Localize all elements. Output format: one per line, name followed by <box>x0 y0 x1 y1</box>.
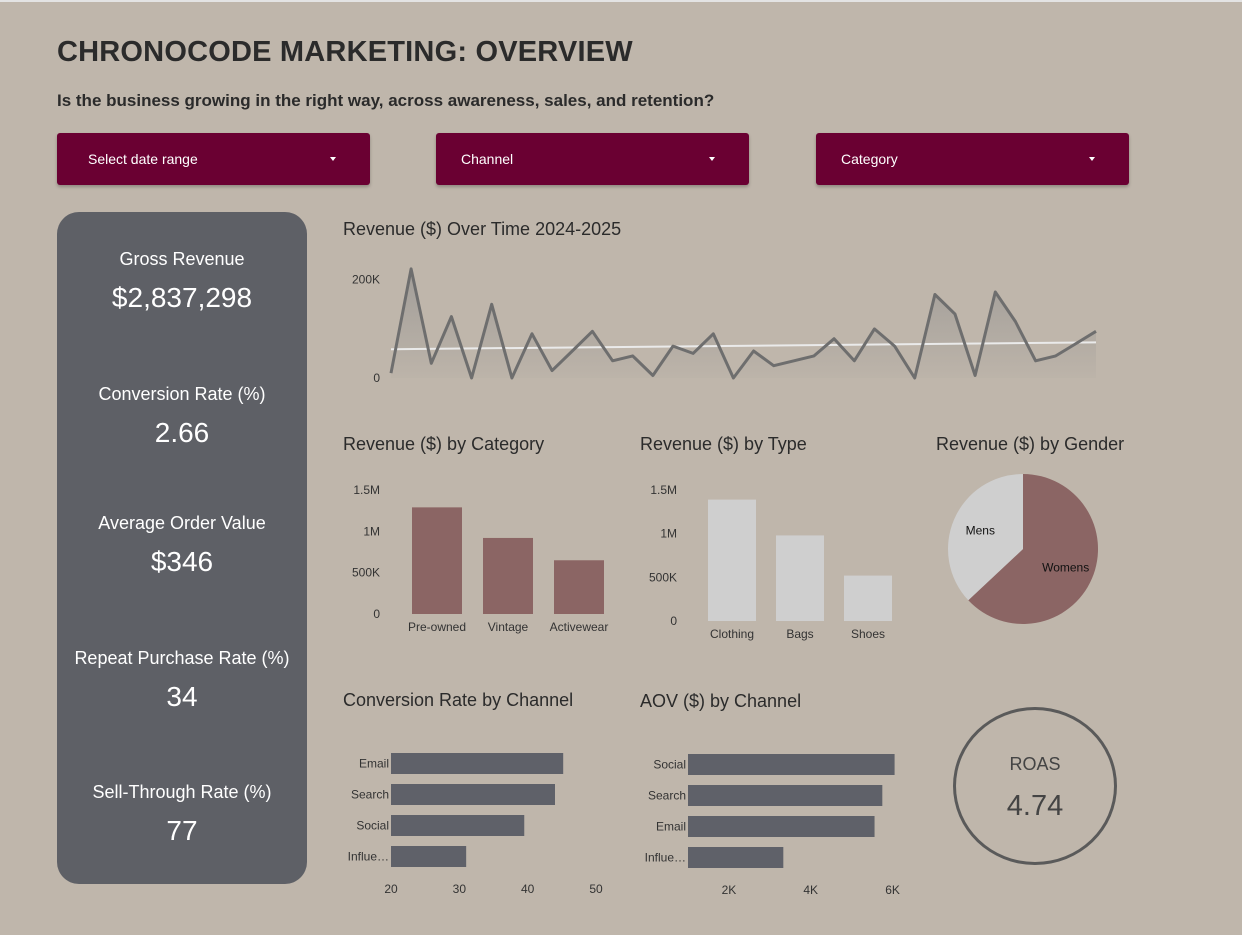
roas-scorecard: ROAS 4.74 <box>953 707 1117 865</box>
aov-x-tick-label: 2K <box>722 883 737 897</box>
conversion-category-label: Influe… <box>348 850 389 864</box>
revenue-trendline <box>390 341 1097 351</box>
page-subtitle: Is the business growing in the right way… <box>57 91 715 110</box>
conversion-bar <box>391 846 467 867</box>
aov-bar <box>688 816 875 837</box>
conversion-category-label: Search <box>351 788 389 802</box>
kpi-label: Sell-Through Rate (%) <box>92 782 272 802</box>
type-x-tick-label: Shoes <box>851 627 885 641</box>
type-y-tick-label: 500K <box>649 570 677 584</box>
category-bar <box>412 507 462 614</box>
chevron-down-icon <box>1089 157 1095 161</box>
type-x-tick-label: Bags <box>786 627 813 641</box>
pie-label: Womens <box>1042 560 1089 574</box>
kpi-sell-through-rate: Sell-Through Rate (%) 77 <box>57 782 307 847</box>
kpi-value: $2,837,298 <box>111 282 253 313</box>
conversion-bar <box>391 815 525 836</box>
category-y-tick-label: 1M <box>363 524 380 538</box>
category-x-tick-label: Vintage <box>488 620 529 634</box>
conversion-bar <box>391 753 564 774</box>
category-bar <box>483 537 533 614</box>
chart-title-revenue-over-time: Revenue ($) Over Time 2024-2025 <box>343 219 622 239</box>
category-label: Category <box>841 151 898 167</box>
conversion-category-label: Email <box>359 757 389 771</box>
type-y-tick-label: 1.5M <box>650 483 677 497</box>
category-x-tick-label: Activewear <box>550 620 609 634</box>
kpi-label: Gross Revenue <box>119 249 245 269</box>
date-range-dropdown[interactable]: Select date range <box>57 133 370 185</box>
type-bar <box>844 575 892 621</box>
category-y-tick-label: 0 <box>373 607 380 621</box>
kpi-conversion-rate: Conversion Rate (%) 2.66 <box>57 384 307 449</box>
category-dropdown[interactable]: Category <box>816 133 1129 185</box>
chevron-down-icon <box>709 157 715 161</box>
page-title: CHRONOCODE MARKETING: OVERVIEW <box>57 36 633 68</box>
line-y-tick-label: 0 <box>373 371 380 385</box>
line-area-fill <box>391 268 1096 378</box>
conversion-x-tick-label: 40 <box>521 882 535 896</box>
kpi-average-order-value: Average Order Value $346 <box>57 513 307 578</box>
roas-label: ROAS <box>1009 754 1061 774</box>
top-border <box>0 0 1242 2</box>
channel-label: Channel <box>461 151 514 167</box>
chart-title-revenue-by-category: Revenue ($) by Category <box>343 434 545 454</box>
conversion-x-tick-label: 50 <box>589 882 603 896</box>
chart-title-revenue-by-gender: Revenue ($) by Gender <box>936 434 1125 454</box>
conversion-x-tick-label: 20 <box>384 882 398 896</box>
chart-title-conversion-by-channel: Conversion Rate by Channel <box>343 690 574 710</box>
kpi-label: Conversion Rate (%) <box>98 384 266 404</box>
date-range-label: Select date range <box>88 151 198 167</box>
aov-bar <box>688 785 883 806</box>
kpi-value: 77 <box>166 815 198 846</box>
aov-category-label: Influe… <box>645 851 686 865</box>
category-y-tick-label: 1.5M <box>353 483 380 497</box>
pie-slice-womens <box>968 474 1099 624</box>
kpi-label: Repeat Purchase Rate (%) <box>74 648 290 668</box>
roas-value: 4.74 <box>1006 790 1064 822</box>
chart-title-revenue-by-type: Revenue ($) by Type <box>640 434 807 454</box>
aov-x-tick-label: 4K <box>803 883 818 897</box>
conversion-x-tick-label: 30 <box>453 882 467 896</box>
kpi-value: $346 <box>150 546 214 577</box>
pie-slice-mens <box>948 474 1023 601</box>
aov-category-label: Email <box>656 820 686 834</box>
channel-dropdown[interactable]: Channel <box>436 133 749 185</box>
conversion-bar <box>391 784 555 805</box>
kpi-value: 2.66 <box>154 417 210 448</box>
kpi-gross-revenue: Gross Revenue $2,837,298 <box>57 249 307 314</box>
pie-label: Mens <box>966 524 995 538</box>
chevron-down-icon <box>330 157 336 161</box>
kpi-value: 34 <box>166 681 198 712</box>
aov-bar <box>688 754 895 775</box>
conversion-category-label: Social <box>356 819 389 833</box>
line-y-tick-label: 200K <box>352 273 380 287</box>
category-x-tick-label: Pre-owned <box>408 620 466 634</box>
type-y-tick-label: 1M <box>660 527 677 541</box>
revenue-series-line <box>389 267 1097 380</box>
category-bar <box>554 560 604 614</box>
aov-category-label: Social <box>653 758 686 772</box>
aov-bar <box>688 847 784 868</box>
type-y-tick-label: 0 <box>670 614 677 628</box>
type-x-tick-label: Clothing <box>710 627 754 641</box>
category-y-tick-label: 500K <box>352 566 380 580</box>
type-bar <box>708 499 756 621</box>
aov-category-label: Search <box>648 789 686 803</box>
type-bar <box>776 535 824 621</box>
aov-x-tick-label: 6K <box>885 883 900 897</box>
kpi-panel: Gross Revenue $2,837,298 Conversion Rate… <box>57 212 307 884</box>
chart-title-aov-by-channel: AOV ($) by Channel <box>640 691 802 711</box>
kpi-label: Average Order Value <box>98 513 266 533</box>
kpi-repeat-purchase-rate: Repeat Purchase Rate (%) 34 <box>57 648 307 713</box>
